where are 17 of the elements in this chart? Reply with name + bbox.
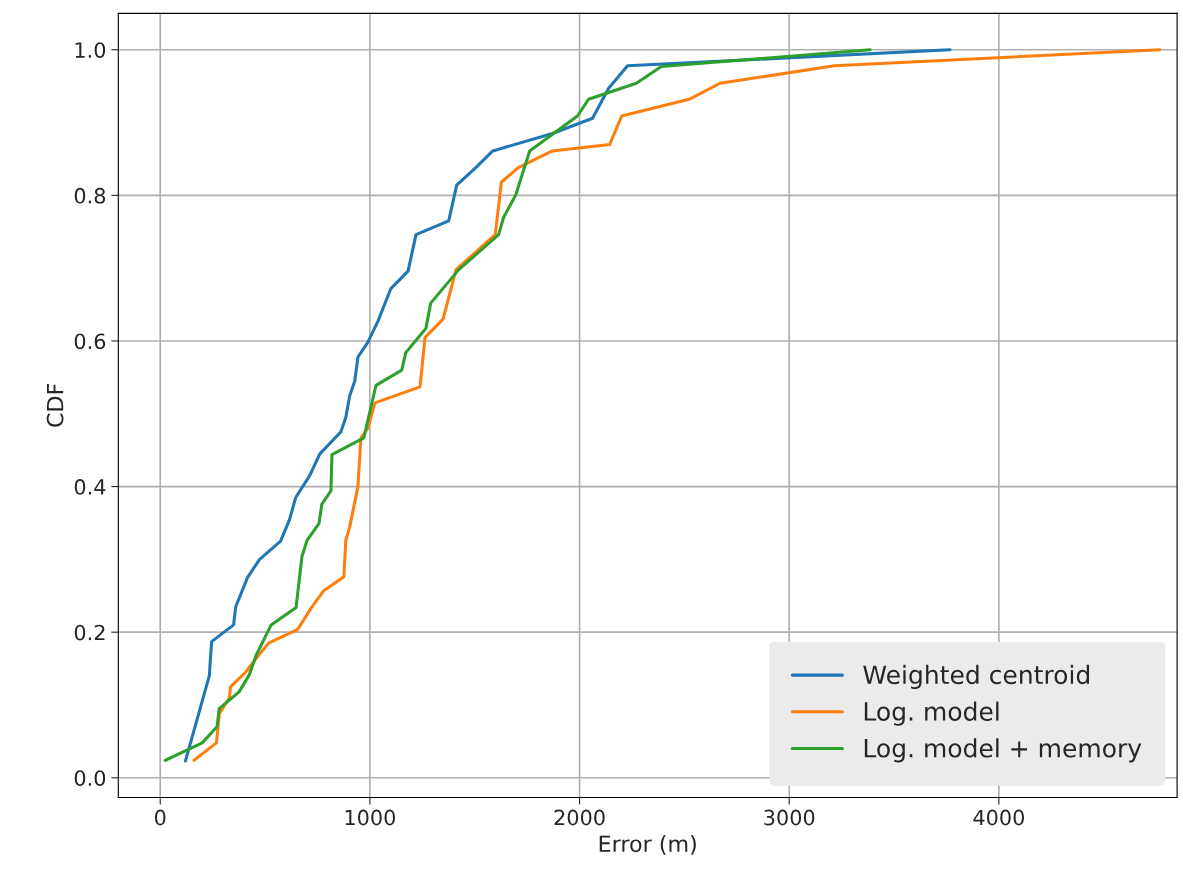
y-tick-label: 0.6 [74,333,106,350]
x-axis-title: Error (m) [599,834,696,855]
x-tick-label: 0 [154,809,166,826]
y-tick-label: 0.2 [74,624,105,641]
x-tick-label: 4000 [973,809,1024,826]
y-tick-label: 0.4 [74,479,106,495]
legend-label: Weighted centroid [863,664,1090,690]
legend-label: Log. model + memory [864,738,1142,763]
line-series [192,48,1162,762]
y-tick-label: 0.0 [74,770,106,786]
x-tick-label: 1000 [345,809,396,826]
y-axis-title: CDF [46,383,64,427]
legend-label: Log. model [864,701,999,726]
x-tick-label: 3000 [764,809,815,826]
x-tick-label: 2000 [554,809,605,826]
y-tick-label: 1.0 [75,42,106,58]
y-tick-label: 0.8 [74,187,106,204]
